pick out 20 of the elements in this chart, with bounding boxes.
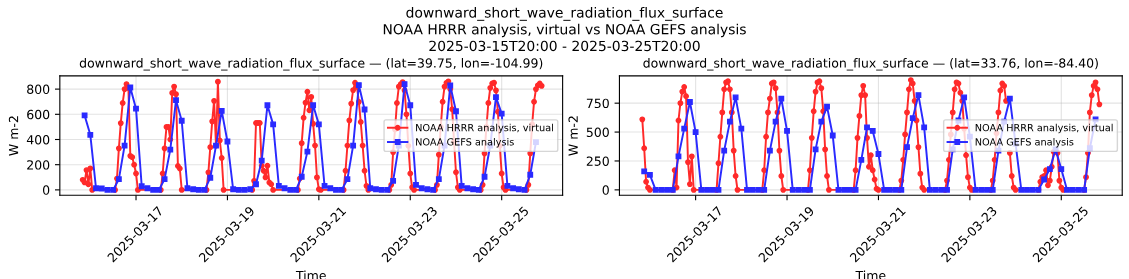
legend-label: NOAA HRRR analysis, virtual	[416, 123, 553, 134]
chart-title: downward_short_wave_radiation_flux_surface — (lat=39.75, lon=-104.99)	[79, 58, 543, 71]
text: 2025-03-15T20:00 - 2025-03-25T20:00	[429, 40, 700, 52]
legend-label: NOAA GEFS analysis	[416, 138, 514, 148]
y-axis-title: W m-2	[8, 116, 19, 156]
y-tick-label: 600	[27, 109, 50, 120]
y-tick-label: 250	[586, 156, 609, 166]
chart-title: downward_short_wave_radiation_flux_surface — (lat=33.76, lon=-84.40)	[643, 58, 1098, 71]
y-tick-label: 0	[42, 185, 50, 195]
y-axis-title: W m-2	[568, 116, 578, 156]
y-tick-label: 0	[602, 185, 609, 195]
y-tick-label: 500	[586, 127, 609, 137]
legend-label: NOAA GEFS analysis	[975, 138, 1074, 148]
y-tick-label: 750	[586, 98, 609, 109]
y-tick-label: 200	[27, 160, 50, 170]
y-tick-label: 400	[26, 134, 50, 145]
legend-label: NOAA HRRR analysis, virtual	[975, 123, 1113, 134]
text: NOAA HRRR analysis, virtual vs NOAA GEFS analysis	[383, 23, 746, 38]
y-tick-label: 800	[27, 84, 50, 95]
text: downward_short_wave_radiation_flux_surface	[406, 6, 723, 21]
